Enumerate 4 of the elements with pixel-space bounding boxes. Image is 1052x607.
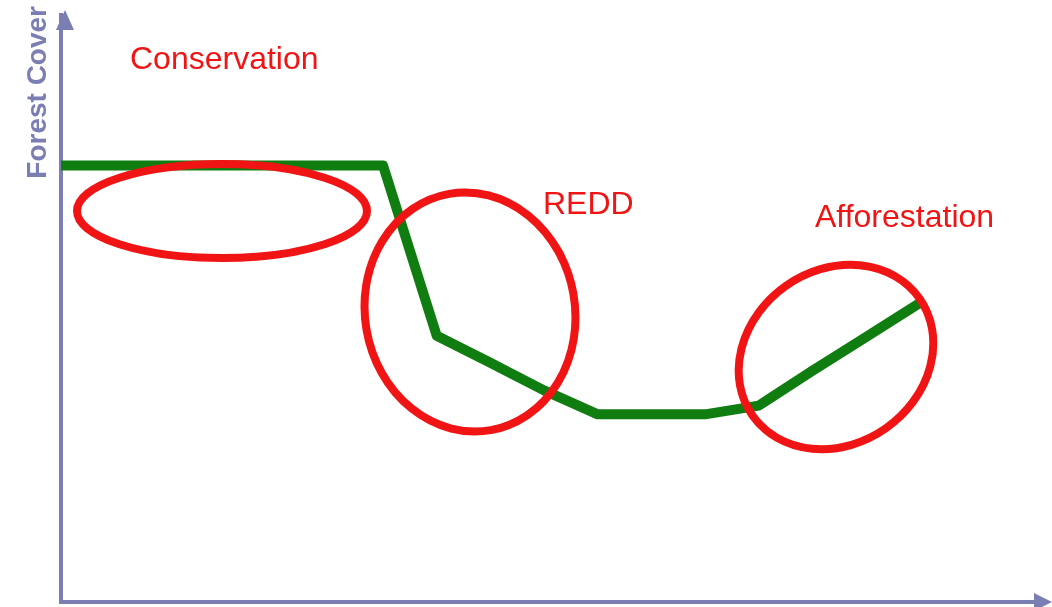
y-axis-title: Forest Cover	[21, 6, 53, 181]
text: Conservation	[130, 40, 319, 77]
annotation: REDD	[543, 185, 634, 222]
annotation: Afforestation	[815, 198, 995, 235]
